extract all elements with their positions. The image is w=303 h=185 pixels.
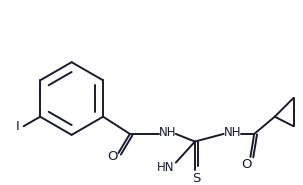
- Text: I: I: [16, 120, 20, 133]
- Text: S: S: [192, 172, 200, 185]
- Text: O: O: [241, 158, 252, 171]
- Text: HN: HN: [157, 161, 174, 174]
- Text: NH: NH: [158, 125, 176, 139]
- Text: NH: NH: [224, 125, 241, 139]
- Text: O: O: [108, 150, 118, 163]
